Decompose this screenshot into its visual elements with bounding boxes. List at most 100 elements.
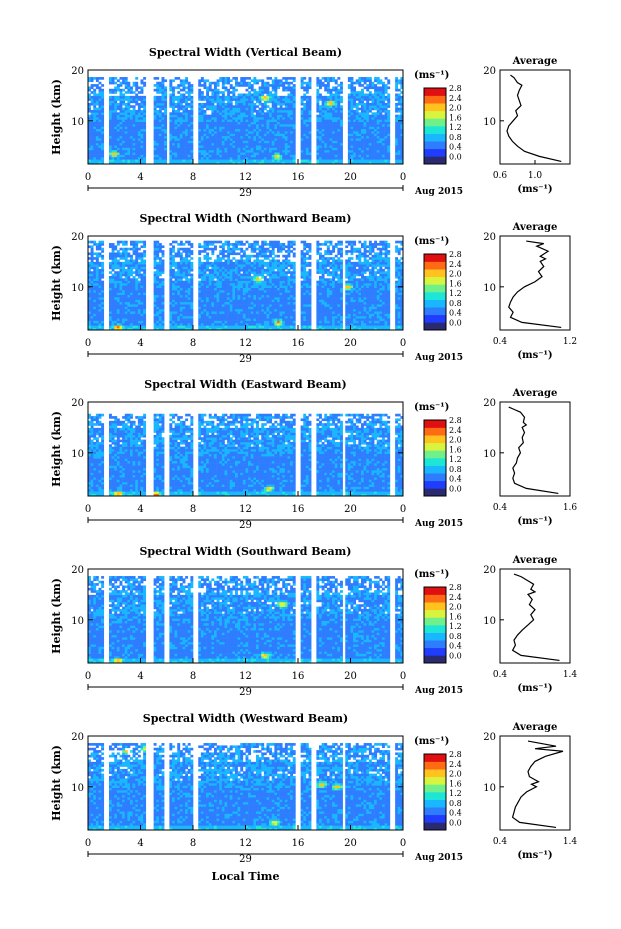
heatmap-cell [326, 84, 330, 87]
heatmap-cell [88, 297, 91, 300]
heatmap-cell [169, 81, 173, 85]
heatmap-cell [324, 154, 328, 158]
heatmap-cell [203, 247, 207, 251]
heatmap-cell [232, 91, 236, 94]
heatmap-cell [214, 84, 217, 87]
heatmap-cell [93, 102, 97, 106]
heatmap-cell [248, 84, 252, 87]
heatmap-cell [101, 138, 105, 141]
heatmap-cell [161, 252, 165, 256]
heatmap-cell [384, 77, 388, 80]
heatmap-cell [200, 95, 204, 99]
heatmap-cell [156, 98, 160, 101]
heatmap-cell [137, 133, 141, 137]
heatmap-cell [161, 126, 165, 130]
heatmap-cell [119, 266, 123, 270]
heatmap-cell [116, 98, 120, 101]
heatmap-cell [358, 140, 362, 144]
heatmap-cell [122, 287, 126, 291]
heatmap-cell [137, 152, 141, 155]
heatmap-cell [153, 84, 157, 87]
heatmap-cell [119, 273, 123, 277]
heatmap-cell [161, 100, 165, 104]
heatmap-cell [172, 327, 175, 331]
heatmap-cell [332, 105, 336, 108]
heatmap-cell [284, 140, 288, 144]
heatmap-cell [337, 142, 341, 146]
heatmap-cell [200, 271, 204, 274]
heatmap-cell [116, 107, 120, 111]
heatmap-cell [88, 77, 91, 80]
heatmap-cell [292, 149, 296, 153]
heatmap-cell [156, 114, 160, 118]
heatmap-cell [316, 88, 320, 92]
heatmap-cell [216, 156, 220, 160]
heatmap-cell [116, 119, 120, 122]
heatmap-cell [90, 275, 94, 279]
heatmap-cell [124, 322, 128, 326]
heatmap-cell [203, 313, 207, 317]
heatmap-cell [366, 86, 370, 90]
heatmap-cell [221, 128, 225, 132]
heatmap-cell [208, 161, 212, 165]
heatmap-cell [124, 128, 128, 132]
heatmap-cell [397, 149, 401, 153]
heatmap-cell [274, 121, 278, 125]
heatmap-cell [153, 105, 157, 108]
heatmap-cell [227, 138, 231, 141]
heatmap-cell [216, 142, 220, 146]
heatmap-cell [143, 243, 147, 246]
heatmap-cell [250, 107, 254, 111]
heatmap-cell [135, 287, 139, 291]
heatmap-cell [101, 154, 105, 158]
heatmap-cell [137, 304, 141, 307]
heatmap-cell [90, 308, 94, 312]
heatmap-cell [161, 84, 165, 87]
heatmap-cell [185, 280, 189, 284]
heatmap-cell [109, 135, 112, 139]
heatmap-cell [245, 102, 249, 106]
heatmap-cell [187, 81, 191, 85]
heatmap-cell [174, 154, 178, 158]
heatmap-cell [132, 156, 136, 160]
heatmap-cell [127, 114, 131, 118]
heatmap-cell [95, 322, 99, 326]
heatmap-cell [95, 147, 99, 151]
heatmap-cell [182, 88, 186, 92]
heatmap-cell [127, 81, 131, 85]
heatmap-cell [211, 252, 215, 256]
heatmap-cell [329, 126, 333, 130]
heatmap-cell [185, 240, 189, 244]
heatmap-cell [363, 107, 367, 111]
heatmap-cell [137, 109, 141, 113]
heatmap-cell [374, 95, 378, 99]
heatmap-cell [127, 254, 131, 258]
y-tick-label: 10 [71, 117, 84, 128]
heatmap-cell [214, 88, 217, 92]
heatmap-cell [274, 112, 278, 115]
heatmap-cell [203, 299, 207, 303]
heatmap-cell [114, 102, 118, 106]
heatmap-cell [353, 156, 357, 160]
heatmap-cell [282, 114, 286, 118]
heatmap-cell [321, 84, 325, 87]
heatmap-cell [250, 140, 254, 144]
heatmap-cell [232, 145, 236, 148]
heatmap-cell [253, 124, 257, 127]
heatmap-cell [284, 105, 288, 108]
heatmap-cell [211, 318, 215, 321]
heatmap-cell [182, 247, 186, 251]
heatmap-cell [161, 138, 165, 141]
heatmap-cell [216, 313, 220, 317]
heatmap-cell [219, 304, 223, 307]
heatmap-cell [161, 304, 165, 307]
heatmap-cell [350, 126, 354, 130]
heatmap-cell [161, 145, 165, 148]
heatmap-cell [98, 124, 102, 127]
heatmap-cell [172, 320, 175, 324]
heatmap-cell [229, 107, 233, 111]
heatmap-cell [174, 294, 178, 298]
heatmap-cell [361, 88, 364, 92]
heatmap-cell [206, 86, 210, 90]
heatmap-cell [287, 126, 291, 130]
